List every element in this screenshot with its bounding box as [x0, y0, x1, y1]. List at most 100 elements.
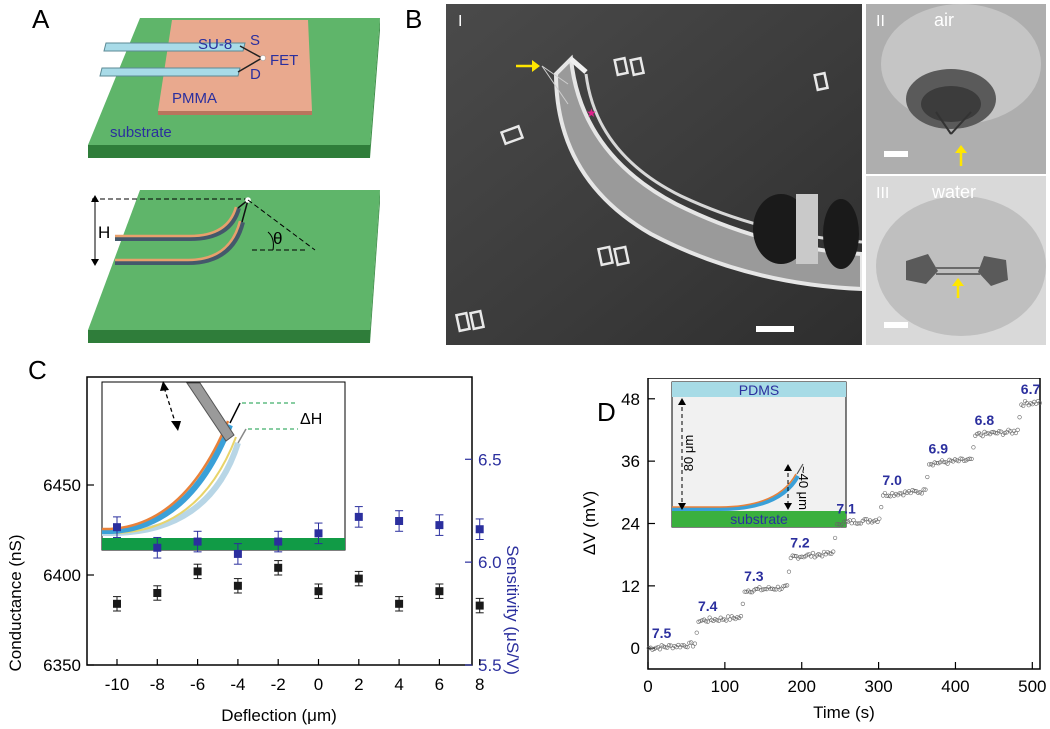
panel-d-letter: D: [597, 397, 616, 427]
c-sensitivity-point: [274, 537, 283, 546]
c-conductance-point: [395, 599, 404, 608]
d-point: [698, 618, 703, 624]
chart-c-frame: [86, 376, 473, 666]
d-point: [742, 589, 747, 594]
d-point: [785, 583, 790, 588]
d-point: [687, 640, 692, 645]
label-air: air: [934, 10, 954, 30]
subpanel-i-label: I: [458, 13, 462, 30]
c-left-tick-label: 6450: [43, 476, 81, 495]
d-point: [930, 463, 935, 468]
d-y-tick-label: 0: [631, 639, 640, 658]
d-point: [912, 488, 917, 494]
d-point: [703, 619, 709, 624]
c-sensitivity-point: [193, 537, 202, 546]
d-x-tick-label: 300: [864, 677, 892, 696]
label-substrate-d: substrate: [730, 511, 788, 527]
d-point: [923, 487, 928, 492]
d-point: [738, 614, 744, 619]
d-step-label: 7.3: [744, 568, 764, 584]
d-step-label: 7.5: [652, 625, 672, 641]
d-point: [805, 552, 810, 557]
c-conductance-point: [193, 567, 202, 576]
su8-lead-bottom: [99, 67, 241, 77]
c-conductance-point: [314, 587, 323, 596]
c-x-tick-label: 0: [314, 675, 323, 694]
d-point: [831, 549, 836, 554]
c-x-tick-label: 4: [394, 675, 403, 694]
d-point: [714, 618, 720, 623]
d-point: [1015, 427, 1020, 433]
c-x-tick-label: -2: [271, 675, 286, 694]
d-point: [786, 569, 792, 574]
c-x-tick-label: 2: [354, 675, 363, 694]
d-point: [969, 456, 974, 462]
c-x-tick-label: -8: [150, 675, 165, 694]
d-y-tick-label: 12: [621, 577, 640, 596]
d-point: [735, 615, 740, 620]
d-point: [897, 491, 902, 496]
d-point: [783, 583, 788, 588]
c-sensitivity-point: [314, 529, 323, 538]
label-40um: ~40 μm: [796, 466, 811, 510]
c-conductance-point: [475, 601, 484, 610]
optical-image-water: III water: [866, 176, 1046, 345]
d-point: [724, 618, 729, 623]
d-point: [967, 456, 972, 461]
optical-image-air: II air: [866, 4, 1046, 174]
inset-pdms: [672, 382, 846, 397]
scale-bar-iii: [884, 322, 908, 328]
d-point: [781, 584, 786, 589]
d-point: [685, 645, 690, 650]
star-marker: ★: [586, 106, 597, 120]
d-point: [753, 586, 758, 592]
d-point: [980, 434, 985, 439]
d-point: [901, 493, 906, 498]
c-conductance-point: [274, 563, 283, 572]
c-x-tick-label: 6: [435, 675, 444, 694]
bent-ribbon-upper: [115, 207, 241, 241]
d-step-label: 6.8: [975, 412, 995, 428]
d-step-label: 7.1: [836, 501, 856, 517]
water-pad-right: [978, 256, 1008, 286]
c-conductance-point: [113, 599, 121, 608]
d-step-label: 6.7: [1021, 381, 1041, 397]
d-point: [727, 617, 733, 622]
d-point: [1002, 430, 1007, 436]
c-left-tick-label: 6400: [43, 566, 81, 585]
c-x-tick-label: -10: [105, 675, 130, 694]
d-point: [993, 431, 998, 436]
scale-bar-i: [756, 326, 794, 332]
chart-c-y2label: Sensitivity (μS/V): [503, 545, 522, 675]
c-x-tick-label: 8: [475, 675, 484, 694]
panel-a-letter: A: [32, 4, 50, 34]
d-y-tick-label: 36: [621, 452, 640, 471]
d-point: [1017, 415, 1022, 420]
label-water: water: [931, 182, 976, 202]
d-point: [646, 646, 651, 651]
d-point: [705, 619, 710, 624]
d-point: [720, 617, 725, 622]
d-point: [908, 490, 913, 496]
d-point: [792, 553, 797, 559]
substrate-top-2: [88, 190, 380, 330]
d-point: [962, 458, 967, 464]
label-d: D: [250, 66, 261, 83]
chart-d-ylabel: ΔV (mV): [580, 491, 599, 555]
d-step-label: 6.9: [929, 441, 949, 457]
c-sensitivity-point: [354, 512, 363, 521]
d-point: [663, 645, 668, 650]
d-point: [890, 491, 895, 496]
c-conductance-point: [354, 574, 363, 583]
d-step-label: 7.2: [790, 534, 810, 550]
label-80um: 80 μm: [681, 435, 696, 471]
bent-ribbon-lower: [115, 221, 245, 265]
sem-cantilever: [553, 54, 862, 292]
d-point: [657, 647, 662, 652]
c-sensitivity-point: [435, 521, 444, 530]
d-point: [694, 630, 699, 635]
c-right-tick-label: 6.5: [478, 450, 502, 469]
d-point: [945, 461, 950, 466]
panel-c-letter: C: [28, 355, 47, 385]
scale-bar-ii: [884, 151, 908, 157]
